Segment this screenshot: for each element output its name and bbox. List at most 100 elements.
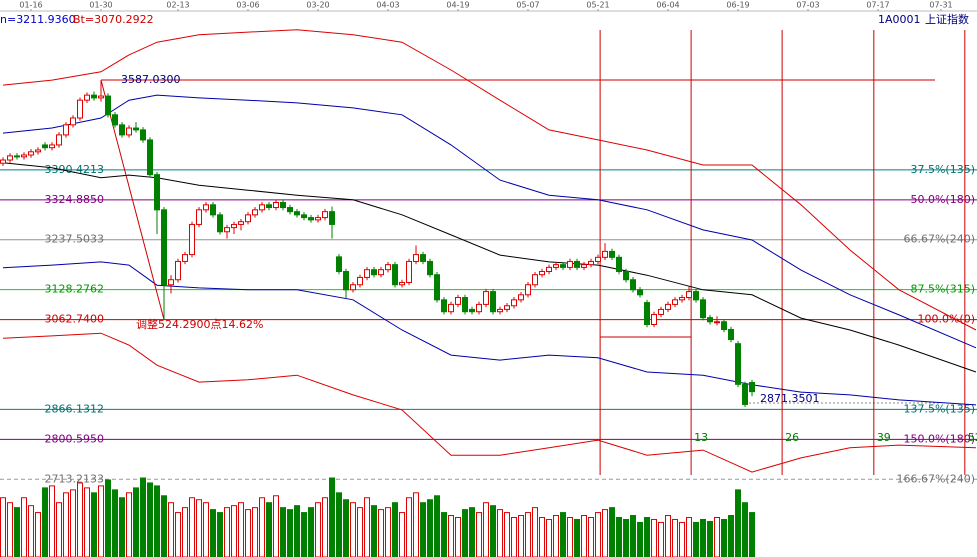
candle-body	[196, 209, 203, 225]
volume-bar	[609, 507, 616, 557]
candle-body	[490, 291, 497, 313]
low-label: 2871.3501	[760, 392, 820, 405]
level-ratio: 137.5%(135)	[903, 402, 975, 415]
volume-bar	[742, 502, 749, 557]
volume-bar	[595, 512, 602, 557]
x-tick-label: 03-20	[306, 1, 329, 10]
candle-body	[154, 174, 161, 211]
level-price: 2713.2133	[45, 472, 105, 485]
cycle-label: 13	[694, 431, 708, 444]
volume-bar	[399, 512, 406, 557]
volume-bar	[42, 487, 49, 557]
x-tick-label: 07-03	[796, 1, 819, 10]
candle-body	[385, 264, 392, 271]
volume-bar	[35, 512, 42, 557]
candle-body	[105, 95, 112, 116]
candle-body	[147, 139, 154, 176]
candle-body	[560, 264, 567, 268]
volume-bar	[210, 509, 217, 557]
volume-bar	[525, 512, 532, 557]
candle-body	[252, 209, 259, 216]
candle-body	[497, 308, 504, 313]
candle-body	[686, 291, 693, 299]
x-tick-label: 01-16	[19, 1, 42, 10]
level-price: 3062.7400	[45, 313, 105, 326]
level-ratio: 50.0%(180)	[910, 193, 975, 206]
candle-body	[203, 204, 210, 211]
volume-bar	[56, 502, 63, 557]
candle-body	[637, 289, 644, 296]
volume-bar	[658, 521, 665, 557]
candle-body	[350, 284, 357, 291]
volume-bar	[161, 495, 168, 557]
candle-body	[364, 269, 371, 278]
cycle-label: 39	[877, 431, 891, 444]
candle-body	[539, 270, 546, 276]
candle-body	[721, 321, 728, 331]
candle-body	[273, 202, 280, 209]
candle-body	[315, 217, 322, 221]
candle-body	[406, 260, 413, 283]
x-tick-label: 06-19	[726, 1, 749, 10]
volume-bar	[651, 518, 658, 557]
volume-bar	[469, 507, 476, 557]
candle-body	[28, 151, 35, 156]
candle-body	[189, 223, 196, 256]
candle-body	[749, 382, 756, 393]
volume-bar	[259, 497, 266, 557]
candle-body	[700, 299, 707, 319]
candle-body	[630, 279, 637, 291]
candle-body	[217, 214, 224, 233]
volume-bar	[378, 509, 385, 557]
candle-body	[56, 134, 63, 146]
candle-body	[679, 297, 686, 301]
volume-bar	[98, 485, 105, 557]
candle-body	[553, 264, 560, 268]
candle-body	[511, 299, 518, 307]
volume-bar	[273, 495, 280, 557]
volume-bar	[560, 512, 567, 557]
volume-bar	[665, 515, 672, 557]
volume-bar	[301, 512, 308, 557]
level-price: 2800.5950	[45, 432, 105, 445]
candle-body	[336, 256, 343, 272]
candle-body	[427, 260, 434, 276]
candle-body	[70, 117, 77, 126]
candle-body	[602, 250, 609, 258]
volume-bar	[280, 507, 287, 557]
volume-bar	[168, 502, 175, 557]
volume-bar	[203, 502, 210, 557]
volume-bar	[70, 489, 77, 557]
candle-body	[21, 154, 28, 158]
candle-body	[231, 223, 238, 229]
volume-bar	[308, 507, 315, 557]
volume-bar	[532, 507, 539, 557]
candle-body	[91, 94, 98, 99]
volume-bar	[483, 502, 490, 557]
candle-body	[707, 317, 714, 323]
candle-body	[623, 270, 630, 281]
candle-body	[224, 227, 231, 233]
volume-bar	[672, 518, 679, 557]
candle-body	[294, 211, 301, 216]
candle-body	[588, 260, 595, 266]
volume-bar	[364, 497, 371, 557]
indicator-line	[2, 29, 977, 331]
volume-bar	[693, 521, 700, 557]
candle-body	[175, 260, 182, 281]
indicator-label: n=3211.9360	[0, 13, 76, 26]
volume-bar	[728, 515, 735, 557]
candle-body	[483, 291, 490, 305]
candle-body	[567, 260, 574, 268]
volume-bar	[14, 507, 21, 557]
candle-body	[525, 284, 532, 296]
volume-bar	[105, 479, 112, 557]
indicator-line	[2, 332, 977, 473]
candle-body	[280, 202, 287, 209]
candle-body	[448, 303, 455, 313]
candle-body	[413, 254, 420, 262]
x-tick-label: 04-03	[376, 1, 399, 10]
volume-bar	[252, 507, 259, 557]
indicator-line	[2, 261, 977, 406]
candle-body	[420, 254, 427, 262]
